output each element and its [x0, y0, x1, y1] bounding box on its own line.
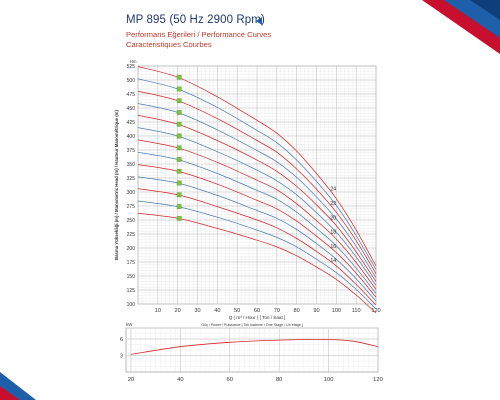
power-x-tick-label: 80 — [276, 377, 282, 383]
y-tick-label: 200 — [127, 246, 136, 252]
operating-point-marker — [176, 86, 182, 92]
operating-point-marker — [176, 180, 182, 186]
y-tick-label: 375 — [127, 148, 136, 154]
curve-20-stages — [137, 114, 377, 282]
curve-label-14: 14 — [330, 258, 336, 264]
y-tick-label: 100 — [127, 302, 136, 308]
curve-12-stages — [137, 212, 377, 314]
curve-24-stages — [137, 66, 377, 267]
x-tick-label: 90 — [313, 308, 319, 314]
curve-23-stages — [137, 78, 377, 270]
x-tick-label: 70 — [274, 308, 280, 314]
power-y-tick-label: 3 — [120, 354, 123, 360]
curve-21-stages — [137, 103, 377, 278]
curve-label-18: 18 — [330, 230, 336, 236]
subtitle-performance-curves: Performans Eğerileri / Performance Curve… — [126, 30, 272, 39]
power-chart-title: Güç / Power / Puissance [ Tek kademe / O… — [201, 323, 302, 327]
x-tick-label: 30 — [194, 308, 200, 314]
title-arrow-icon — [256, 17, 262, 25]
corner-decoration-bottom — [0, 372, 36, 400]
curve-15-stages — [137, 176, 377, 302]
x-tick-label: 50 — [234, 308, 240, 314]
power-y-tick-label: 6 — [120, 337, 123, 343]
x-tick-label: 80 — [294, 308, 300, 314]
y-tick-label: 225 — [127, 232, 136, 238]
y-tick-label: 425 — [127, 120, 136, 126]
y-tick-label: 175 — [127, 260, 136, 266]
x-tick-label: 40 — [214, 308, 220, 314]
y-unit-label: Hm — [130, 59, 137, 64]
power-x-tick-label: 100 — [324, 377, 334, 383]
operating-point-marker — [176, 192, 182, 198]
operating-point-marker — [176, 74, 182, 80]
curve-18-stages — [137, 139, 377, 290]
curve-22-stages — [137, 90, 377, 274]
operating-point-marker — [176, 110, 182, 115]
operating-point-marker — [176, 98, 182, 104]
x-tick-label: 60 — [254, 308, 260, 314]
y-tick-label: 350 — [127, 162, 136, 168]
y-tick-label: 500 — [127, 78, 136, 84]
power-unit-label: kW — [126, 322, 133, 327]
curve-13-stages — [137, 200, 377, 310]
curve-19-stages — [137, 127, 377, 286]
operating-point-marker — [176, 145, 182, 151]
power-x-tick-label: 20 — [128, 377, 134, 383]
y-tick-label: 525 — [127, 64, 136, 70]
operating-point-marker — [176, 133, 182, 139]
y-tick-label: 325 — [127, 176, 136, 182]
operating-point-marker — [176, 157, 182, 162]
y-tick-label: 400 — [127, 134, 136, 140]
operating-point-marker — [176, 168, 182, 174]
y-axis-label: Basma Yüksekliği (m) / Manometric Head (… — [114, 110, 119, 260]
power-x-tick-label: 60 — [227, 377, 233, 383]
x-tick-label: 110 — [352, 308, 361, 314]
curve-14-stages — [137, 188, 377, 306]
y-tick-label: 150 — [127, 274, 136, 280]
power-x-tick-label: 40 — [177, 377, 183, 383]
y-tick-label: 250 — [127, 218, 136, 224]
curve-16-stages — [137, 164, 377, 298]
y-tick-label: 125 — [127, 288, 136, 294]
curve-label-22: 22 — [330, 201, 336, 207]
x-tick-label: 10 — [155, 308, 161, 314]
operating-point-marker — [176, 121, 182, 127]
y-tick-label: 450 — [127, 106, 136, 112]
curve-label-24: 24 — [330, 187, 336, 193]
curve-17-stages — [137, 151, 377, 294]
x-tick-label: 100 — [332, 308, 341, 314]
operating-point-marker — [176, 215, 182, 221]
operating-point-marker — [176, 204, 182, 209]
corner-decoration — [422, 0, 500, 54]
power-x-tick-label: 120 — [373, 377, 383, 383]
power-curve — [130, 339, 379, 355]
x-axis-label: Q ( m³ / Hour ) [ Ton / Saat ] — [229, 315, 286, 320]
subtitle-caracteristiques: Caracteristiques Courbes — [126, 40, 212, 49]
curve-label-20: 20 — [330, 215, 336, 221]
x-tick-label: 20 — [175, 308, 181, 314]
page-title: MP 895 (50 Hz 2900 Rpm) — [126, 14, 265, 26]
x-tick-label: 120 — [371, 308, 380, 314]
y-tick-label: 275 — [127, 204, 136, 210]
y-tick-label: 475 — [127, 92, 136, 98]
curve-label-16: 16 — [330, 244, 336, 250]
y-tick-label: 300 — [127, 190, 136, 196]
